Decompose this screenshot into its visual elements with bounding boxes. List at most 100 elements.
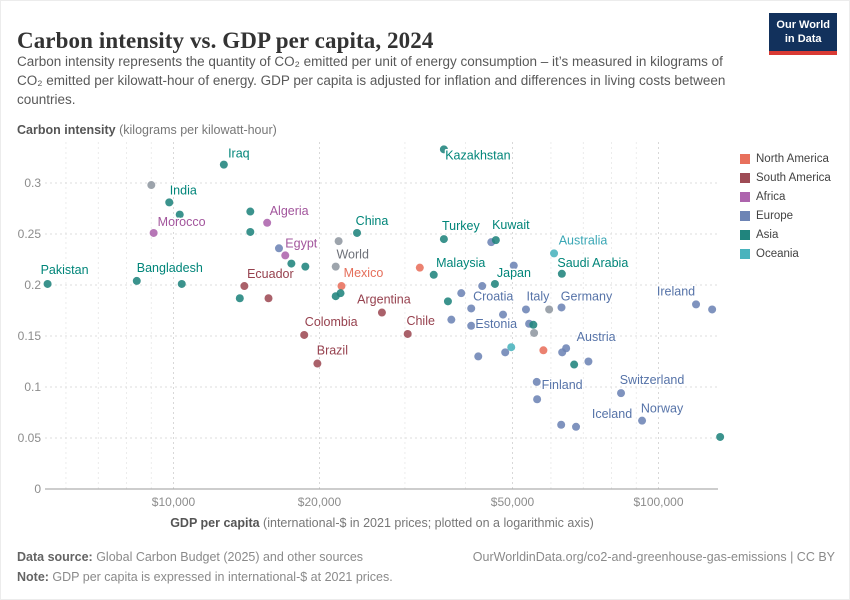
data-point-algeria[interactable]	[263, 218, 272, 227]
data-point-europe[interactable]	[509, 261, 518, 270]
data-point-world[interactable]	[331, 262, 340, 271]
owid-citation-link[interactable]: OurWorldinData.org/co2-and-greenhouse-ga…	[472, 550, 835, 564]
x-tick-label: $50,000	[491, 495, 535, 509]
legend-swatch-oceania	[740, 248, 750, 259]
data-point-europe[interactable]	[420, 314, 429, 323]
point-label-india: India	[170, 183, 197, 197]
data-point-finland[interactable]	[533, 395, 542, 404]
x-axis-title-bold: GDP per capita	[170, 516, 260, 530]
point-label-saudi-arabia: Saudi Arabia	[557, 256, 628, 270]
data-point-australia[interactable]	[550, 249, 559, 258]
data-point-europe[interactable]	[584, 357, 593, 366]
data-point-asia[interactable]	[246, 227, 255, 236]
data-point-asia[interactable]	[246, 207, 255, 216]
data-point-chile[interactable]	[403, 329, 412, 338]
data-point-germany[interactable]	[557, 303, 566, 312]
data-point-world[interactable]	[147, 181, 156, 190]
point-label-chile: Chile	[406, 314, 435, 328]
chart-footer: Data source: Global Carbon Budget (2025)…	[17, 547, 835, 588]
data-point-kuwait[interactable]	[491, 236, 500, 245]
data-source-label: Data source:	[17, 550, 93, 564]
data-point-north-america[interactable]	[539, 346, 548, 355]
data-point-estonia[interactable]	[467, 321, 476, 330]
data-point-europe[interactable]	[478, 282, 487, 291]
data-point-europe[interactable]	[274, 244, 283, 253]
data-point-argentina[interactable]	[377, 308, 386, 317]
data-point-asia[interactable]	[301, 262, 310, 271]
data-point-world[interactable]	[334, 237, 343, 246]
y-tick-label: 0.1	[24, 380, 41, 394]
data-point-colombia[interactable]	[300, 330, 309, 339]
note-label: Note:	[17, 570, 49, 585]
data-point-pakistan[interactable]	[43, 279, 52, 288]
data-point-norway[interactable]	[638, 416, 647, 425]
data-point-ireland[interactable]	[692, 300, 701, 309]
data-point-morocco[interactable]	[149, 228, 158, 237]
legend-swatch-asia	[740, 229, 750, 240]
legend-item-asia[interactable]: Asia	[740, 225, 831, 244]
data-point-india[interactable]	[165, 198, 174, 207]
data-point-world[interactable]	[530, 328, 539, 337]
data-point-turkey[interactable]	[439, 235, 448, 244]
data-point-iraq[interactable]	[219, 160, 228, 169]
point-label-ecuador: Ecuador	[247, 267, 294, 281]
data-point-europe[interactable]	[474, 352, 483, 361]
legend-item-africa[interactable]: Africa	[740, 187, 831, 206]
data-point-egypt[interactable]	[281, 251, 290, 260]
data-point-kazakhstan[interactable]	[439, 145, 448, 154]
data-point-saudi-arabia[interactable]	[557, 269, 566, 278]
data-point-europe[interactable]	[558, 348, 567, 357]
data-point-europe[interactable]	[557, 420, 566, 429]
data-point-brazil[interactable]	[313, 359, 322, 368]
owid-logo[interactable]: Our World in Data	[769, 13, 837, 55]
point-label-brazil: Brazil	[317, 344, 348, 358]
data-point-asia[interactable]	[336, 289, 345, 298]
point-label-ireland: Ireland	[657, 284, 695, 298]
data-point-world[interactable]	[545, 305, 554, 314]
data-point-mexico[interactable]	[337, 282, 346, 291]
data-point-china[interactable]	[353, 228, 362, 237]
legend-label-asia: Asia	[756, 228, 779, 241]
data-point-asia[interactable]	[175, 210, 184, 219]
data-point-croatia[interactable]	[467, 304, 476, 313]
data-point-europe[interactable]	[499, 310, 508, 319]
data-point-europe[interactable]	[447, 315, 456, 324]
legend-item-europe[interactable]: Europe	[740, 206, 831, 225]
data-point-malaysia[interactable]	[429, 270, 438, 279]
data-point-north-america[interactable]	[415, 263, 424, 272]
point-label-argentina: Argentina	[357, 293, 411, 307]
data-point-iceland[interactable]	[572, 422, 581, 431]
x-tick-label: $10,000	[152, 495, 196, 509]
data-point-europe[interactable]	[708, 305, 717, 314]
data-point-asia[interactable]	[570, 360, 579, 369]
data-point-asia[interactable]	[443, 297, 452, 306]
y-tick-label: 0.05	[18, 431, 42, 445]
data-point-asia[interactable]	[287, 259, 296, 268]
data-point-ecuador[interactable]	[240, 282, 249, 291]
data-point-asia[interactable]	[529, 320, 538, 329]
legend-item-oceania[interactable]: Oceania	[740, 244, 831, 263]
data-point-asia[interactable]	[716, 432, 725, 441]
owid-logo-line2: in Data	[784, 32, 822, 45]
data-point-italy[interactable]	[521, 305, 530, 314]
data-point-oceania[interactable]	[507, 343, 516, 352]
data-point-switzerland[interactable]	[617, 389, 626, 398]
continent-legend: North America South America Africa Europe As…	[740, 149, 831, 263]
data-point-europe[interactable]	[457, 289, 466, 298]
data-point-bangladesh[interactable]	[132, 276, 141, 285]
data-point-south-america[interactable]	[264, 294, 273, 303]
point-label-egypt: Egypt	[285, 236, 317, 250]
legend-item-north-america[interactable]: North America	[740, 149, 831, 168]
legend-item-south-america[interactable]: South America	[740, 168, 831, 187]
data-point-japan[interactable]	[490, 279, 499, 288]
point-label-kazakhstan: Kazakhstan	[445, 148, 510, 162]
data-point-europe[interactable]	[532, 377, 541, 386]
data-point-asia[interactable]	[177, 279, 186, 288]
point-label-colombia: Colombia	[305, 315, 358, 329]
point-label-italy: Italy	[526, 289, 550, 303]
point-label-iraq: Iraq	[228, 147, 250, 161]
data-point-asia[interactable]	[235, 294, 244, 303]
data-point-europe[interactable]	[501, 348, 510, 357]
point-label-switzerland: Switzerland	[620, 373, 685, 387]
x-axis-title-rest: (international-$ in 2021 prices; plotted…	[259, 516, 594, 530]
